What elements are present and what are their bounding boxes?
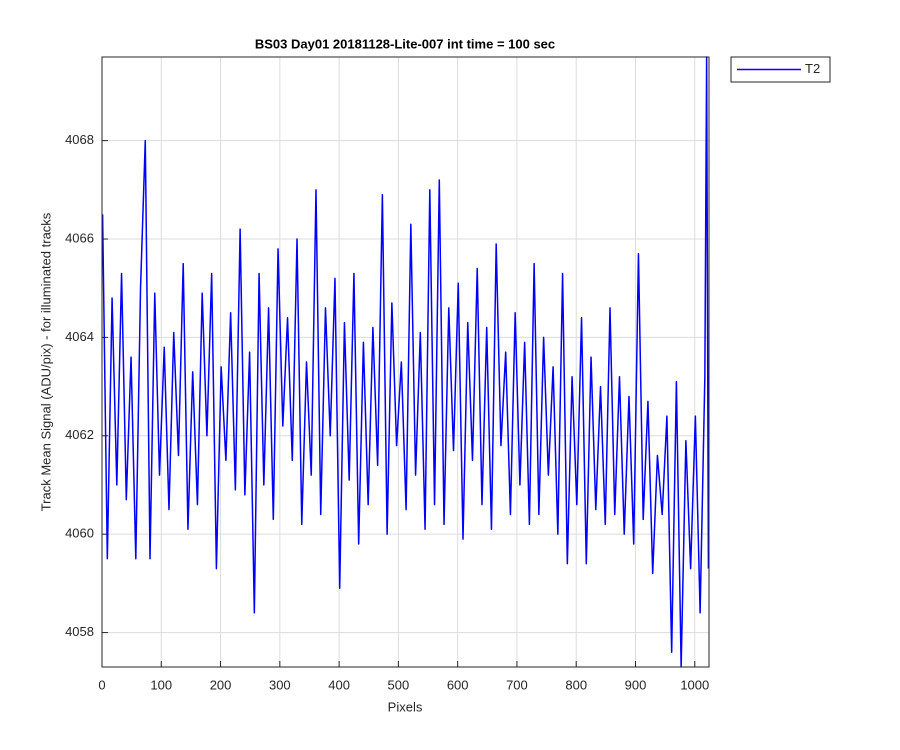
- y-tick-label: 4058: [65, 624, 94, 639]
- y-tick-label: 4060: [65, 526, 94, 541]
- x-tick-label: 400: [328, 677, 350, 692]
- x-tick-label: 600: [447, 677, 469, 692]
- chart-title: BS03 Day01 20181128-Lite-007 int time = …: [255, 36, 555, 51]
- plot-area: [102, 57, 709, 667]
- x-tick-label: 500: [388, 677, 410, 692]
- x-tick-label: 800: [565, 677, 587, 692]
- axes-box: [101, 56, 710, 668]
- x-tick-label: 0: [98, 677, 105, 692]
- x-tick-label: 1000: [680, 677, 709, 692]
- y-tick-label: 4068: [65, 132, 94, 147]
- x-tick-label: 300: [269, 677, 291, 692]
- y-tick-label: 4062: [65, 427, 94, 442]
- data-line: [101, 56, 710, 668]
- legend-label: T2: [805, 61, 820, 76]
- x-tick-label: 100: [150, 677, 172, 692]
- x-axis-label: Pixels: [388, 699, 423, 714]
- y-tick-label: 4064: [65, 329, 94, 344]
- y-tick-label: 4066: [65, 230, 94, 245]
- x-tick-label: 900: [625, 677, 647, 692]
- y-axis-label: Track Mean Signal (ADU/pix) - for illumi…: [38, 212, 53, 511]
- x-tick-label: 200: [210, 677, 232, 692]
- x-tick-label: 700: [506, 677, 528, 692]
